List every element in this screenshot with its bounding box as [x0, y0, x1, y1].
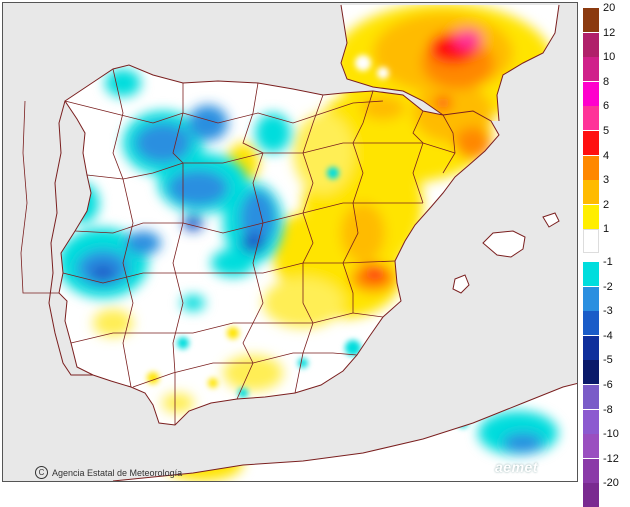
legend-swatch	[583, 155, 599, 180]
temperature-anomaly-map: C Agencia Estatal de Meteorología aemet	[2, 2, 578, 482]
legend-swatch	[583, 204, 599, 229]
legend-swatch	[583, 409, 599, 434]
legend-swatch	[583, 286, 599, 311]
legend-swatch	[583, 458, 599, 483]
agency-credit-text: Agencia Estatal de Meteorología	[52, 467, 183, 478]
legend-label: -1	[603, 256, 613, 268]
legend-label: -8	[603, 403, 613, 416]
legend-label: 12	[603, 26, 616, 39]
legend-swatch	[583, 229, 599, 254]
legend-swatch	[583, 311, 599, 336]
legend-swatch	[583, 483, 599, 507]
legend-label: 4	[603, 149, 610, 162]
map-canvas	[3, 3, 577, 481]
legend-label: 8	[603, 75, 610, 88]
legend-label: -12	[603, 452, 619, 465]
copyright-icon: C	[35, 466, 48, 479]
color-legend: 20 12 10 8 6 5 4 3 2 1 -1 -2 -3 -4 -5 -6 -8 -10 -12 -20	[583, 3, 629, 507]
legend-label: 2	[603, 198, 610, 211]
legend-label: -20	[603, 477, 619, 490]
legend-label: -5	[603, 354, 613, 367]
legend-swatch	[583, 8, 599, 33]
legend-label: 5	[603, 125, 610, 137]
legend-swatch	[583, 32, 599, 57]
legend-label: -2	[603, 280, 613, 293]
legend-swatch	[583, 262, 599, 287]
warm-anomaly-field	[93, 5, 553, 481]
province-borders	[20, 68, 456, 425]
legend-swatch	[583, 57, 599, 82]
agency-credit: C Agencia Estatal de Meteorología	[35, 466, 182, 479]
legend-label: -6	[603, 379, 613, 391]
legend-label: 1	[603, 223, 610, 236]
legend-label: -4	[603, 329, 613, 342]
legend-swatch	[583, 81, 599, 106]
cold-anomaly-field	[59, 69, 558, 455]
legend-swatch	[583, 385, 599, 410]
legend-label: -3	[603, 305, 613, 318]
legend-swatch	[583, 180, 599, 205]
legend-swatch	[583, 131, 599, 156]
legend-label: 3	[603, 174, 610, 187]
legend-label: 6	[603, 100, 610, 113]
legend-label: -10	[603, 428, 619, 441]
legend-label: 10	[603, 51, 616, 64]
coastline	[58, 4, 577, 481]
legend-swatch	[583, 434, 599, 459]
portugal-coast	[48, 100, 93, 376]
aemet-logo: aemet	[495, 459, 538, 475]
legend-label: 20	[603, 2, 616, 14]
legend-swatch	[583, 335, 599, 360]
legend-swatch	[583, 106, 599, 131]
legend-swatch	[583, 360, 599, 385]
